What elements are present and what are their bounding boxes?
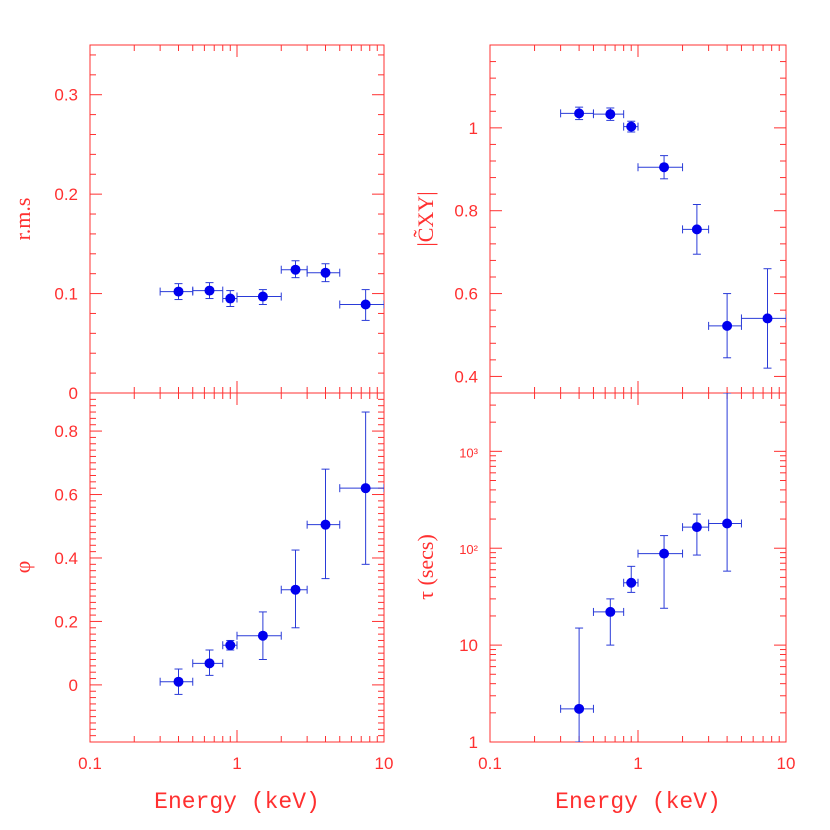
data-point xyxy=(339,289,384,321)
point-marker xyxy=(257,291,268,302)
point-marker xyxy=(574,108,585,119)
y-axis-label: |C̃XY| xyxy=(413,191,438,246)
data-point xyxy=(623,120,639,133)
plot-frame xyxy=(89,44,385,394)
point-marker xyxy=(173,676,184,687)
data-point xyxy=(306,263,341,283)
data-point xyxy=(306,468,341,580)
point-marker xyxy=(360,299,371,310)
data-point xyxy=(222,639,238,651)
data-point xyxy=(708,393,742,572)
point-marker xyxy=(605,109,616,120)
point-marker xyxy=(173,286,184,297)
x-tick-label: 1 xyxy=(633,754,642,773)
point-marker xyxy=(722,518,733,529)
data-series xyxy=(159,411,384,695)
y-tick-label: 0.6 xyxy=(54,486,78,505)
y-tick-label: 0.2 xyxy=(54,185,78,204)
data-series xyxy=(159,260,384,321)
point-marker xyxy=(225,293,236,304)
y-tick-label: 0.4 xyxy=(454,367,478,386)
y-tick-label: 1 xyxy=(469,119,478,138)
data-point xyxy=(592,598,625,646)
point-marker xyxy=(691,224,702,235)
point-marker xyxy=(722,320,733,331)
point-marker xyxy=(626,121,637,132)
y-axis-label: r.m.s xyxy=(10,198,35,241)
data-point xyxy=(159,668,194,695)
panel-top-right: 0.4 0.6 0.8 1 |C̃XY| xyxy=(413,44,787,394)
data-point xyxy=(637,535,684,609)
data-point xyxy=(192,649,224,676)
data-series xyxy=(560,106,786,369)
point-marker xyxy=(204,658,215,669)
data-point xyxy=(192,282,224,300)
x-tick-label: 0.1 xyxy=(78,754,102,773)
data-series xyxy=(560,393,742,742)
plot-frame xyxy=(489,392,787,743)
data-point xyxy=(560,627,594,742)
x-axis-label: Energy (keV) xyxy=(555,789,721,815)
point-marker xyxy=(659,548,670,559)
point-marker xyxy=(257,630,268,641)
data-point xyxy=(236,289,282,306)
point-marker xyxy=(626,577,637,588)
data-point xyxy=(339,411,384,565)
data-point xyxy=(740,268,786,369)
plot-frame xyxy=(89,392,385,743)
y-tick-label: 1 xyxy=(469,733,478,752)
plot-frame xyxy=(489,44,787,394)
y-tick-label: 10 xyxy=(459,636,478,655)
y-tick-label: 10² xyxy=(459,542,478,557)
point-marker xyxy=(360,483,371,494)
panel-bottom-left: 0.1 1 10 0 0.2 0.4 0.6 0.8 φ Energy (keV) xyxy=(10,392,394,815)
data-point xyxy=(236,611,282,661)
point-marker xyxy=(691,522,702,533)
y-tick-label: 0.6 xyxy=(454,285,478,304)
data-point xyxy=(280,549,308,629)
data-point xyxy=(623,565,639,593)
data-point xyxy=(637,155,684,180)
y-axis-label: φ xyxy=(10,561,35,574)
y-tick-label: 10³ xyxy=(459,445,478,460)
x-axis-label: Energy (keV) xyxy=(154,789,320,815)
y-tick-label: 0 xyxy=(69,384,78,403)
y-tick-label: 0.8 xyxy=(54,422,78,441)
point-marker xyxy=(320,519,331,530)
point-marker xyxy=(290,264,301,275)
data-point xyxy=(592,107,625,121)
data-point xyxy=(682,204,710,255)
y-tick-label: 0.3 xyxy=(54,86,78,105)
x-tick-label: 1 xyxy=(232,754,241,773)
point-marker xyxy=(605,606,616,617)
point-marker xyxy=(762,313,773,324)
y-axis-label: τ (secs) xyxy=(413,534,438,600)
y-tick-label: 0.8 xyxy=(454,202,478,221)
point-marker xyxy=(320,267,331,278)
y-tick-label: 0.2 xyxy=(54,612,78,631)
point-marker xyxy=(574,703,585,714)
data-point xyxy=(682,513,710,556)
data-point xyxy=(560,106,594,121)
panel-top-left: 0 0.1 0.2 0.3 r.m.s xyxy=(10,44,385,403)
data-point xyxy=(708,293,742,359)
x-tick-label: 0.1 xyxy=(478,754,502,773)
y-tick-label: 0.4 xyxy=(54,549,78,568)
point-marker xyxy=(225,640,236,651)
data-point xyxy=(222,290,238,307)
point-marker xyxy=(290,584,301,595)
data-point xyxy=(159,283,194,301)
x-tick-label: 10 xyxy=(375,754,394,773)
y-tick-label: 0 xyxy=(69,676,78,695)
point-marker xyxy=(659,162,670,173)
point-marker xyxy=(204,285,215,296)
x-tick-label: 10 xyxy=(777,754,796,773)
y-tick-label: 0.1 xyxy=(54,285,78,304)
data-point xyxy=(280,260,308,279)
